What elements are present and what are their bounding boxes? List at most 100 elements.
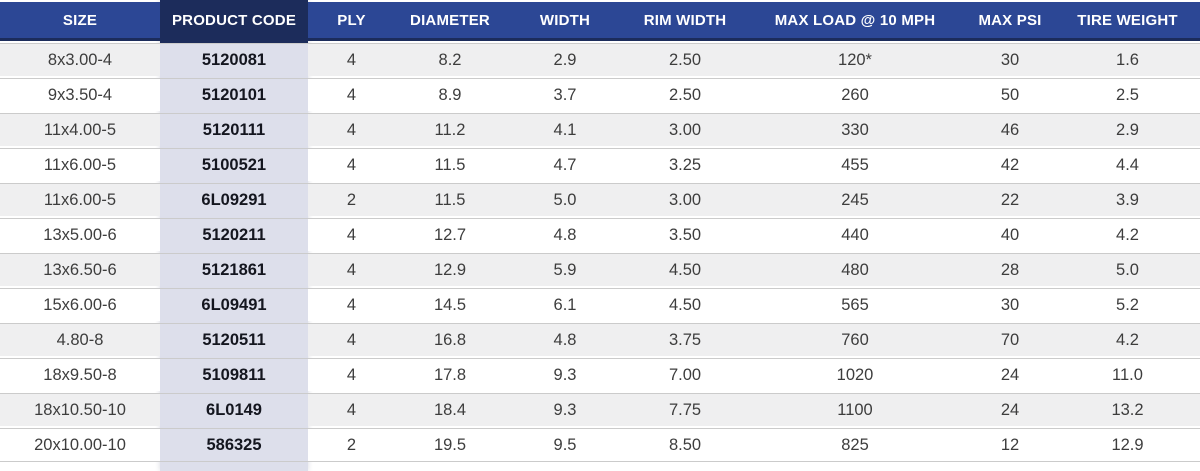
cell-max-psi: 12 bbox=[965, 428, 1055, 462]
cell-size: 11x6.00-5 bbox=[0, 148, 160, 181]
cell-code: 6L09491 bbox=[160, 288, 308, 321]
cell-max-load: 260 bbox=[745, 78, 965, 111]
cell-rim-width: 3.75 bbox=[625, 323, 745, 356]
cell-ply: 4 bbox=[308, 148, 395, 181]
cell-diameter: 18.4 bbox=[395, 393, 505, 426]
cell-ply: 4 bbox=[308, 288, 395, 321]
cell-width: 5.0 bbox=[505, 183, 625, 216]
cell-size: 20x10.00-10 bbox=[0, 428, 160, 462]
cell-diameter: 11.2 bbox=[395, 113, 505, 146]
cell-code: 6L09291 bbox=[160, 183, 308, 216]
cell-ply: 2 bbox=[308, 428, 395, 462]
cell-rim-width: 3.00 bbox=[625, 183, 745, 216]
cell-code: 5121861 bbox=[160, 253, 308, 286]
col-header-width: WIDTH bbox=[505, 2, 625, 41]
cell-tire-weight: 11.0 bbox=[1055, 358, 1200, 391]
cell-tire-weight: 4.2 bbox=[1055, 323, 1200, 356]
cell-tire-weight: 5.2 bbox=[1055, 288, 1200, 321]
col-header-size: SIZE bbox=[0, 2, 160, 41]
cell-max-load: 825 bbox=[745, 428, 965, 462]
col-header-rim-width: RIM WIDTH bbox=[625, 2, 745, 41]
cell-width: 6.1 bbox=[505, 288, 625, 321]
cell-rim-width: 3.00 bbox=[625, 113, 745, 146]
cell-max-psi: 24 bbox=[965, 358, 1055, 391]
table-row: 4.80-8 5120511 4 16.8 4.8 3.75 760 70 4.2 bbox=[0, 323, 1200, 356]
cell-size: 8x3.00-4 bbox=[0, 43, 160, 76]
cell-diameter: 12.9 bbox=[395, 253, 505, 286]
cell-tire-weight: 1.6 bbox=[1055, 43, 1200, 76]
cell-max-psi: 70 bbox=[965, 323, 1055, 356]
cell-rim-width: 3.25 bbox=[625, 148, 745, 181]
cell-max-psi: 30 bbox=[965, 43, 1055, 76]
cell-ply: 2 bbox=[308, 183, 395, 216]
cell-width: 4.8 bbox=[505, 323, 625, 356]
cell-tire-weight: 12.9 bbox=[1055, 428, 1200, 462]
cell-ply: 4 bbox=[308, 218, 395, 251]
cell-code: 5100521 bbox=[160, 148, 308, 181]
table-row: 15x6.00-6 6L09491 4 14.5 6.1 4.50 565 30 5.2 bbox=[0, 288, 1200, 321]
cell-rim-width: 7.00 bbox=[625, 358, 745, 391]
cell-code: 5109811 bbox=[160, 358, 308, 391]
cell-diameter: 11.5 bbox=[395, 148, 505, 181]
cell-max-load: 245 bbox=[745, 183, 965, 216]
cell-tire-weight: 4.4 bbox=[1055, 148, 1200, 181]
cell-max-load: 455 bbox=[745, 148, 965, 181]
col-header-max-psi: MAX PSI bbox=[965, 2, 1055, 41]
cell-tire-weight: 13.2 bbox=[1055, 393, 1200, 426]
cell-max-psi: 50 bbox=[965, 78, 1055, 111]
cell-size: 4.80-8 bbox=[0, 323, 160, 356]
cell-tire-weight: 2.9 bbox=[1055, 113, 1200, 146]
col-header-product-code: PRODUCT CODE bbox=[160, 2, 308, 41]
cell-code: 586325 bbox=[160, 428, 308, 462]
cell-ply: 4 bbox=[308, 393, 395, 426]
cell-code: 5120511 bbox=[160, 323, 308, 356]
cell-width: 9.5 bbox=[505, 428, 625, 462]
cell-width: 4.1 bbox=[505, 113, 625, 146]
cell-code: 5120111 bbox=[160, 113, 308, 146]
cell-ply: 4 bbox=[308, 323, 395, 356]
cell-rim-width: 4.50 bbox=[625, 253, 745, 286]
cell-width: 9.3 bbox=[505, 393, 625, 426]
cell-rim-width: 2.50 bbox=[625, 78, 745, 111]
cell-rim-width: 4.50 bbox=[625, 288, 745, 321]
col-header-max-load: MAX LOAD @ 10 MPH bbox=[745, 2, 965, 41]
cell-diameter: 12.7 bbox=[395, 218, 505, 251]
cell-size: 9x3.50-4 bbox=[0, 78, 160, 111]
col-header-tire-weight: TIRE WEIGHT bbox=[1055, 2, 1200, 41]
product-code-header-background bbox=[160, 0, 308, 44]
cell-code: 5120101 bbox=[160, 78, 308, 111]
cell-max-psi: 30 bbox=[965, 288, 1055, 321]
cell-max-psi: 42 bbox=[965, 148, 1055, 181]
cell-max-load: 1020 bbox=[745, 358, 965, 391]
cell-max-load: 440 bbox=[745, 218, 965, 251]
cell-ply: 4 bbox=[308, 253, 395, 286]
cell-rim-width: 8.50 bbox=[625, 428, 745, 462]
cell-ply: 4 bbox=[308, 43, 395, 76]
cell-code: 6L0149 bbox=[160, 393, 308, 426]
table-body: 8x3.00-4 5120081 4 8.2 2.9 2.50 120* 30 1.6 9x3.5… bbox=[0, 43, 1200, 462]
cell-diameter: 17.8 bbox=[395, 358, 505, 391]
cell-size: 11x4.00-5 bbox=[0, 113, 160, 146]
cell-tire-weight: 3.9 bbox=[1055, 183, 1200, 216]
cell-rim-width: 3.50 bbox=[625, 218, 745, 251]
table-row: 13x6.50-6 5121861 4 12.9 5.9 4.50 480 28 5.0 bbox=[0, 253, 1200, 286]
cell-max-load: 1100 bbox=[745, 393, 965, 426]
table-row: 9x3.50-4 5120101 4 8.9 3.7 2.50 260 50 2.5 bbox=[0, 78, 1200, 111]
cell-width: 2.9 bbox=[505, 43, 625, 76]
cell-diameter: 16.8 bbox=[395, 323, 505, 356]
cell-max-load: 480 bbox=[745, 253, 965, 286]
cell-size: 18x9.50-8 bbox=[0, 358, 160, 391]
cell-width: 5.9 bbox=[505, 253, 625, 286]
cell-width: 9.3 bbox=[505, 358, 625, 391]
table-row: 11x6.00-5 6L09291 2 11.5 5.0 3.00 245 22 3.9 bbox=[0, 183, 1200, 216]
cell-tire-weight: 4.2 bbox=[1055, 218, 1200, 251]
cell-max-load: 760 bbox=[745, 323, 965, 356]
col-header-ply: PLY bbox=[308, 2, 395, 41]
cell-max-psi: 24 bbox=[965, 393, 1055, 426]
cell-code: 5120081 bbox=[160, 43, 308, 76]
cell-size: 18x10.50-10 bbox=[0, 393, 160, 426]
col-header-diameter: DIAMETER bbox=[395, 2, 505, 41]
cell-ply: 4 bbox=[308, 358, 395, 391]
